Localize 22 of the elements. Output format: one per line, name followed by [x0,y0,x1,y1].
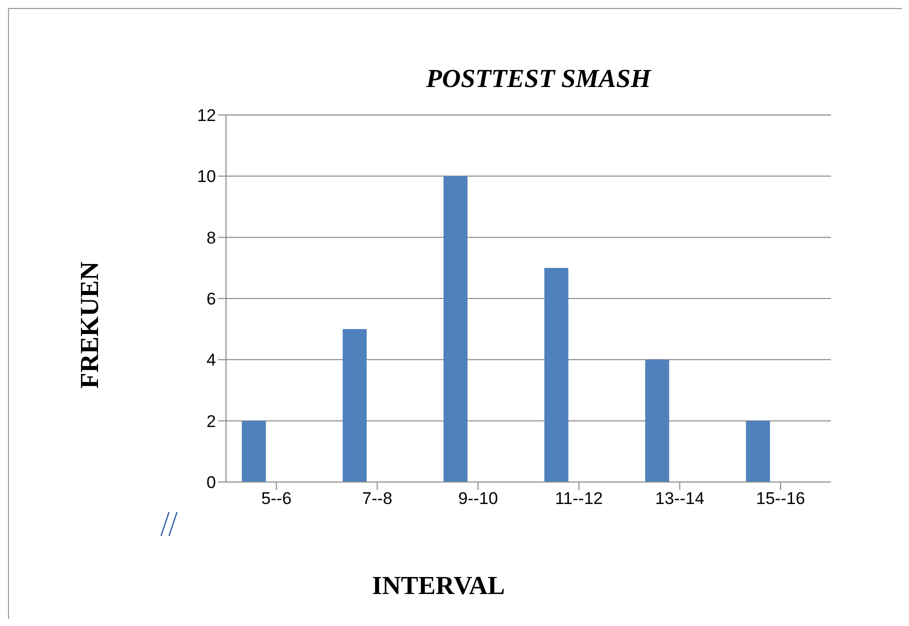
bar [645,360,670,482]
bar [242,420,266,482]
bar [544,268,568,482]
x-tick-label: 15--16 [756,489,806,508]
y-tick-label: 6 [206,290,216,309]
y-tick-label: 0 [206,473,216,492]
bar [342,329,367,482]
y-tick-label: 8 [206,228,216,248]
y-tick-label: 10 [197,167,216,186]
bar [746,420,770,482]
x-tick-label: 9--10 [458,489,498,508]
x-tick-label: 5--6 [261,489,292,508]
x-tick-label: 13--14 [655,489,704,508]
y-tick-label: 4 [206,350,216,370]
chart-title: POSTTEST SMASH [425,64,652,93]
y-axis-title: FREKUEN [75,261,104,389]
x-axis-title: INTERVAL [372,571,505,600]
bar [444,176,468,482]
x-tick-label: 7--8 [362,489,392,508]
x-tick-label: 11--12 [554,489,603,508]
y-tick-label: 2 [206,412,216,431]
y-tick-label: 12 [197,106,216,126]
